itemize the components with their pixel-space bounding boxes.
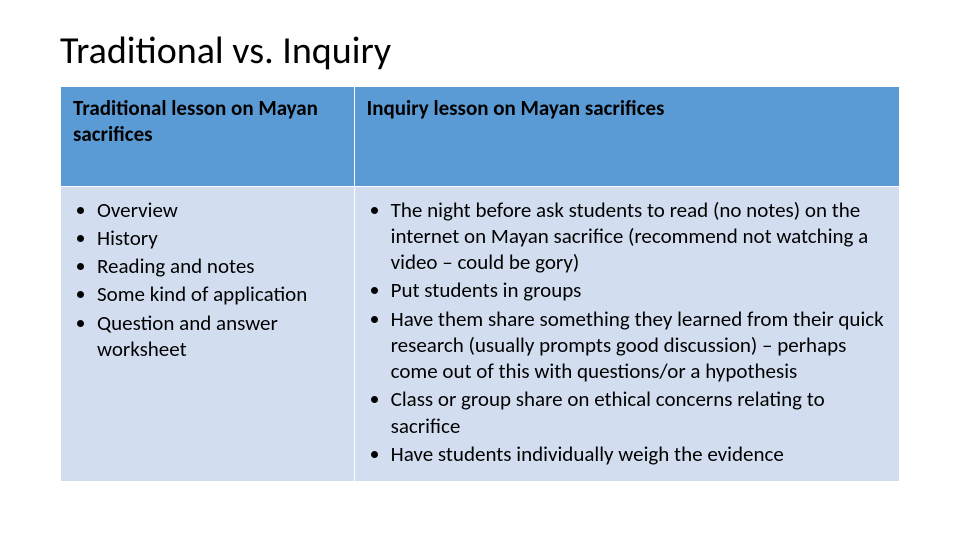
list-item: Have students individually weigh the evi… <box>391 441 887 467</box>
list-item: Reading and notes <box>97 253 342 279</box>
table-header-traditional: Traditional lesson on Mayan sacrifices <box>61 87 355 187</box>
list-item: History <box>97 225 342 251</box>
list-item: Class or group share on ethical concerns… <box>391 386 887 439</box>
list-item: Put students in groups <box>391 277 887 303</box>
cell-inquiry: The night before ask students to read (n… <box>354 186 899 482</box>
page-title: Traditional vs. Inquiry <box>60 28 900 74</box>
list-item: The night before ask students to read (n… <box>391 197 887 276</box>
table-header-row: Traditional lesson on Mayan sacrifices I… <box>61 87 900 187</box>
inquiry-bullets: The night before ask students to read (n… <box>367 197 887 468</box>
list-item: Question and answer worksheet <box>97 310 342 363</box>
list-item: Overview <box>97 197 342 223</box>
table-header-inquiry: Inquiry lesson on Mayan sacrifices <box>354 87 899 187</box>
traditional-bullets: Overview History Reading and notes Some … <box>73 197 342 363</box>
slide: Traditional vs. Inquiry Traditional less… <box>0 0 960 540</box>
comparison-table: Traditional lesson on Mayan sacrifices I… <box>60 86 900 482</box>
list-item: Some kind of application <box>97 281 342 307</box>
list-item: Have them share something they learned f… <box>391 306 887 385</box>
table-row: Overview History Reading and notes Some … <box>61 186 900 482</box>
cell-traditional: Overview History Reading and notes Some … <box>61 186 355 482</box>
